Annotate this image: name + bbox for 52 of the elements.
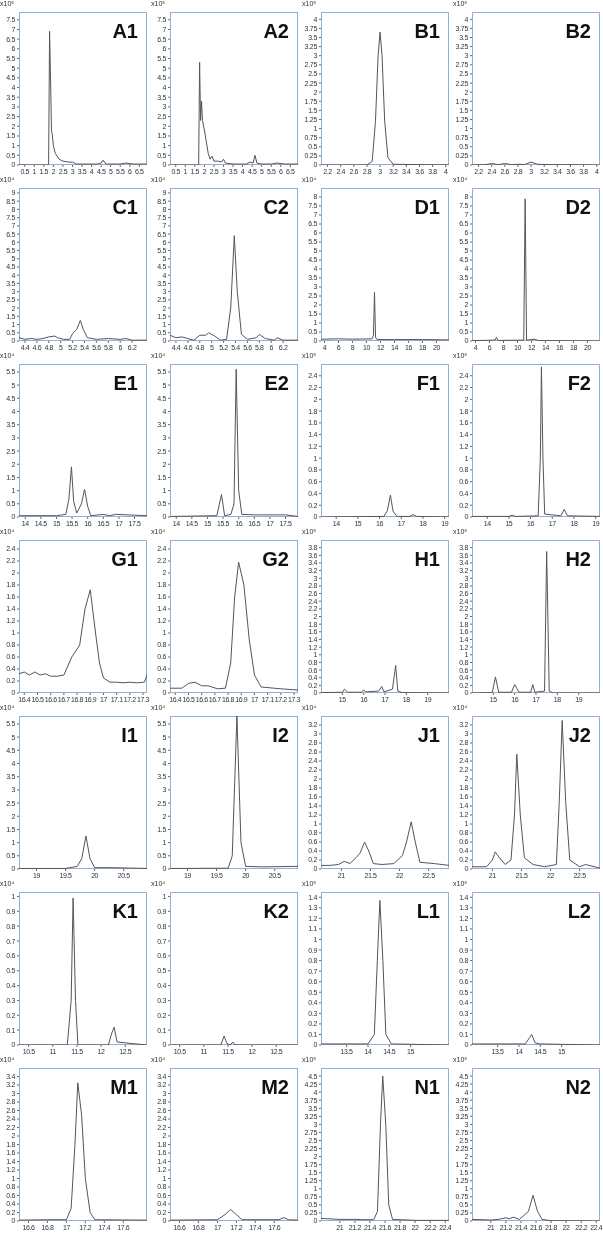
chart-title: F1 [416, 372, 440, 395]
line-series [321, 494, 449, 517]
line-series [170, 1035, 298, 1045]
chart-title: J1 [417, 724, 440, 747]
chart-title: B1 [414, 20, 440, 43]
line-series [472, 198, 600, 341]
line-series [19, 589, 147, 684]
chart-title: I2 [272, 724, 289, 747]
chart-title: A1 [112, 20, 138, 43]
chart-title: F2 [567, 372, 591, 395]
line-series [170, 61, 298, 165]
chart-title: L1 [416, 900, 440, 923]
chart-title: H1 [414, 548, 440, 571]
line-series [170, 1209, 298, 1221]
chart-title: K2 [263, 900, 289, 923]
line-series [321, 291, 449, 341]
chart-title: D1 [414, 196, 440, 219]
chart-title: M1 [110, 1076, 138, 1099]
line-series [170, 716, 298, 869]
chart-title: E1 [113, 372, 138, 395]
chart-title: A2 [263, 20, 289, 43]
line-series [472, 720, 600, 869]
chart-title: N1 [414, 1076, 440, 1099]
line-series [19, 319, 147, 341]
chart-title: G2 [262, 548, 289, 571]
line-series [19, 1082, 147, 1221]
chart-title: B2 [565, 20, 591, 43]
line-series [321, 664, 449, 693]
line-series [19, 835, 147, 869]
line-series [170, 368, 298, 517]
line-series [170, 235, 298, 341]
chart-title: M2 [261, 1076, 289, 1099]
line-series [472, 1033, 600, 1045]
chart-title: K1 [112, 900, 138, 923]
chart-title: E2 [264, 372, 289, 395]
chart-title: D2 [565, 196, 591, 219]
chart-title: C1 [112, 196, 138, 219]
chart-title: L2 [567, 900, 591, 923]
line-series [19, 897, 147, 1045]
line-series [472, 1194, 600, 1221]
chart-title: H2 [565, 548, 591, 571]
line-series [321, 821, 449, 866]
chart-title: G1 [111, 548, 138, 571]
line-series [321, 899, 449, 1045]
line-series [472, 550, 600, 693]
line-series [321, 1075, 449, 1221]
line-series [472, 366, 600, 517]
chart-title: I1 [121, 724, 138, 747]
chart-title: J2 [568, 724, 591, 747]
chart-title: N2 [565, 1076, 591, 1099]
line-series [19, 466, 147, 517]
chart-title: C2 [263, 196, 289, 219]
